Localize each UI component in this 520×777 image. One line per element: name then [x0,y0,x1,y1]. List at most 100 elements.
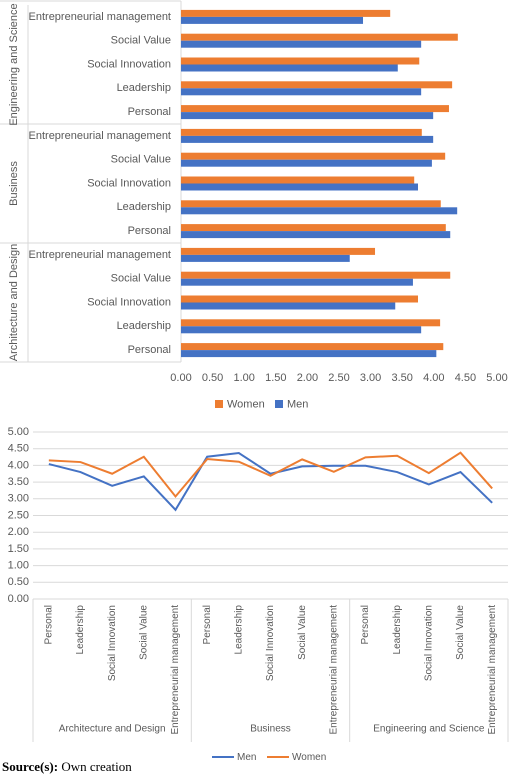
y-tick-label: 1.50 [8,543,29,555]
group-label: Architecture and Design [8,244,20,361]
x-tick-label: 4.50 [455,372,476,384]
y-tick-label: 1.00 [8,560,29,572]
bar [181,207,458,215]
group-label: Engineering and Science [8,3,20,125]
group-label: Business [250,724,291,735]
bar [181,350,437,358]
category-label: Social Value [297,605,308,660]
category-label: Social Innovation [87,177,171,189]
group-label: Architecture and Design [59,724,166,735]
y-tick-label: 0.00 [8,593,29,605]
bar [181,57,420,65]
category-label: Social Innovation [107,605,118,681]
bar [181,64,398,72]
category-label: Leadership [117,82,171,94]
category-label: Social Innovation [87,296,171,308]
bar [181,302,396,310]
y-tick-label: 4.50 [8,443,29,455]
bar [181,176,415,184]
bar [181,159,432,167]
bar [181,278,413,286]
legend-swatch [275,400,283,408]
category-label: Entrepreneurial management [29,249,171,261]
source-label: Source(s): [2,759,58,774]
bar [181,33,458,41]
y-tick-label: 3.50 [8,476,29,488]
bar [181,81,453,89]
x-tick-label: 0.50 [202,372,223,384]
line [48,452,493,512]
group-label: Business [8,161,20,206]
category-label: Personal [202,605,213,644]
bar [181,231,451,239]
bar [181,200,441,208]
x-tick-label: 3.00 [360,372,381,384]
legend-label: Women [292,752,326,763]
bar [181,326,422,334]
category-label: Social Value [111,154,171,166]
category-label: Leadership [392,605,403,655]
x-tick-label: 2.50 [328,372,349,384]
category-label: Personal [128,225,171,237]
category-label: Leadership [117,320,171,332]
bar [181,16,364,24]
x-tick-label: 5.00 [486,372,507,384]
legend-label: Women [227,398,265,410]
legend-swatch [215,400,223,408]
x-tick-label: 1.50 [265,372,286,384]
category-label: Personal [360,605,371,644]
y-tick-label: 0.50 [8,576,29,588]
legend-label: Men [287,398,308,410]
bar [181,343,444,351]
source-text: Own creation [61,759,132,774]
x-tick-label: 1.00 [233,372,254,384]
bar [181,183,418,191]
bar [181,295,418,303]
category-label: Entrepreneurial management [29,11,171,23]
category-label: Leadership [75,605,86,655]
bar [181,88,422,96]
category-label: Social Value [111,35,171,47]
y-tick-label: 4.00 [8,459,29,471]
bar [181,112,434,120]
y-tick-label: 2.00 [8,526,29,538]
y-tick-label: 3.00 [8,493,29,505]
category-label: Personal [128,344,171,356]
source: Source(s): Own creation [2,759,132,774]
category-label: Leadership [117,201,171,213]
bar [181,271,451,279]
category-label: Social Innovation [87,58,171,70]
bar [181,224,446,232]
x-tick-label: 3.50 [391,372,412,384]
bar [181,105,449,113]
category-label: Entrepreneurial management [29,130,171,142]
category-label: Entrepreneurial management [170,605,181,735]
y-tick-label: 5.00 [8,426,29,438]
x-tick-label: 0.00 [170,372,191,384]
y-tick-label: 2.50 [8,509,29,521]
category-label: Social Value [111,273,171,285]
bar [181,254,350,262]
bar [181,40,422,48]
category-label: Social Innovation [423,605,434,681]
group-label: Engineering and Science [373,724,485,735]
category-label: Entrepreneurial management [487,605,498,735]
category-label: Personal [43,605,54,644]
bar [181,319,441,327]
category-label: Entrepreneurial management [328,605,339,735]
x-tick-label: 4.00 [423,372,444,384]
category-label: Social Value [455,605,466,660]
bar [181,135,434,143]
bar [181,128,422,136]
line [48,451,493,499]
bar [181,9,391,17]
category-label: Personal [128,106,171,118]
x-tick-label: 2.00 [297,372,318,384]
bar [181,152,446,160]
bar [181,247,376,255]
category-label: Social Innovation [265,605,276,681]
category-label: Social Value [138,605,149,660]
legend-label: Men [237,752,256,763]
category-label: Leadership [233,605,244,655]
